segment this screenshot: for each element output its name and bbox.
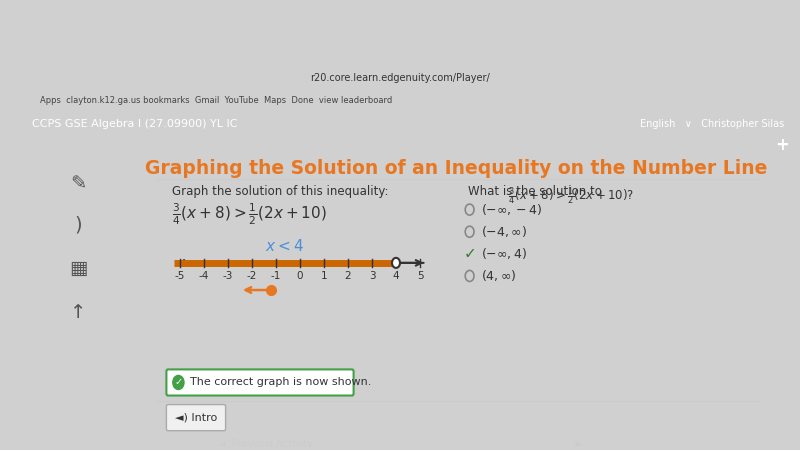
Text: ▦: ▦ [69,259,87,278]
Text: -4: -4 [199,271,209,281]
Text: ↑: ↑ [70,303,86,322]
Circle shape [392,258,400,268]
Text: $(4, \infty)$: $(4, \infty)$ [481,269,516,284]
FancyBboxPatch shape [166,369,354,396]
Text: $(-\infty, 4)$: $(-\infty, 4)$ [481,246,526,261]
Text: 2: 2 [345,271,351,281]
Text: $(-\infty, -4)$: $(-\infty, -4)$ [481,202,542,217]
Text: $\frac{3}{4}(x + 8) > \frac{1}{2}(2x + 10)$?: $\frac{3}{4}(x + 8) > \frac{1}{2}(2x + 1… [508,185,634,207]
Text: -5: -5 [175,271,185,281]
Text: ◄) Intro: ◄) Intro [175,413,217,423]
Text: 3: 3 [369,271,375,281]
Text: -2: -2 [247,271,257,281]
Text: -3: -3 [223,271,233,281]
Text: $\frac{3}{4}(x+8) > \frac{1}{2}(2x+10)$: $\frac{3}{4}(x+8) > \frac{1}{2}(2x+10)$ [172,202,327,227]
Text: 1: 1 [321,271,327,281]
Circle shape [173,375,184,390]
Text: The correct graph is now shown.: The correct graph is now shown. [190,378,371,387]
Text: +: + [775,136,789,154]
Text: r20.core.learn.edgenuity.com/Player/: r20.core.learn.edgenuity.com/Player/ [310,72,490,83]
Text: 5: 5 [417,271,423,281]
Text: 0: 0 [297,271,303,281]
Text: 4: 4 [393,271,399,281]
Text: Apps  clayton.k12.ga.us bookmarks  Gmail  YouTube  Maps  Done  view leaderboard: Apps clayton.k12.ga.us bookmarks Gmail Y… [40,96,392,105]
Text: ◄  Previous Activity                                                            : ◄ Previous Activity [218,439,582,450]
Text: English   ∨   Christopher Silas: English ∨ Christopher Silas [640,119,784,129]
Text: What is the solution to: What is the solution to [468,185,606,198]
Text: -1: -1 [271,271,281,281]
Text: ✓: ✓ [463,246,476,261]
Text: Graph the solution of this inequality:: Graph the solution of this inequality: [172,185,389,198]
Text: $(-4, \infty)$: $(-4, \infty)$ [481,224,526,239]
Text: ): ) [74,215,82,234]
Text: CCPS GSE Algebra I (27.09900) YL IC: CCPS GSE Algebra I (27.09900) YL IC [32,119,238,129]
FancyBboxPatch shape [166,405,226,431]
Text: ✓: ✓ [174,378,182,387]
Text: $x < 4$: $x < 4$ [265,238,303,254]
Text: Graphing the Solution of an Inequality on the Number Line: Graphing the Solution of an Inequality o… [145,159,767,178]
Text: ✎: ✎ [70,175,86,194]
